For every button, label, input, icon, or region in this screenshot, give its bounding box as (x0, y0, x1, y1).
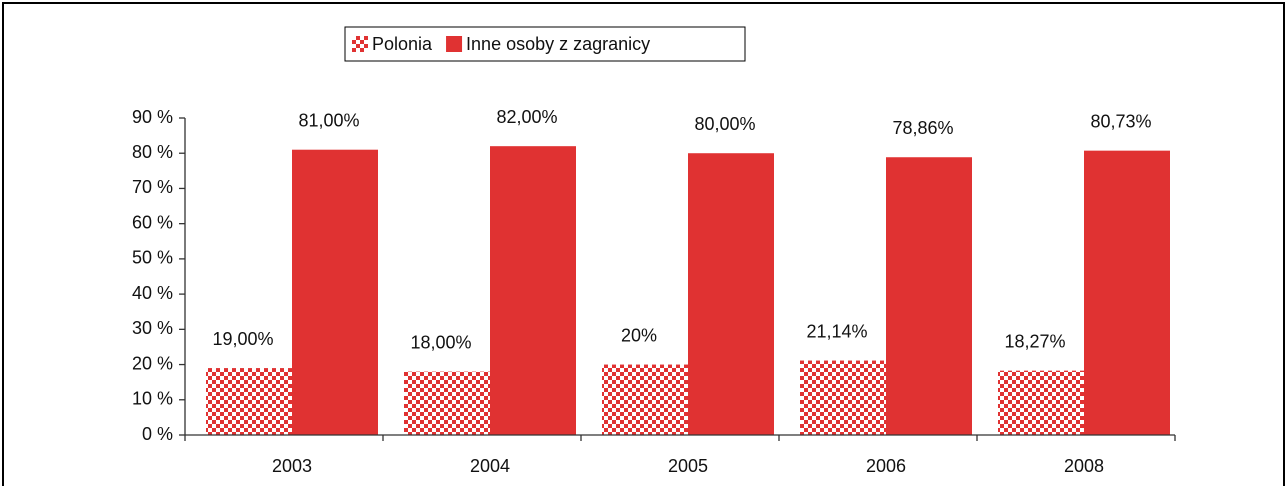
bar (688, 153, 774, 435)
bar (490, 146, 576, 435)
value-label: 82,00% (496, 107, 557, 127)
bar (206, 368, 292, 435)
bar (602, 364, 688, 435)
value-label: 80,73% (1090, 111, 1151, 131)
x-tick-label: 2006 (866, 456, 906, 476)
value-label: 19,00% (212, 329, 273, 349)
value-label: 81,00% (298, 110, 359, 130)
y-tick-label: 90 % (132, 107, 173, 127)
bar (998, 370, 1084, 435)
value-label: 20% (621, 325, 657, 345)
y-tick-label: 50 % (132, 248, 173, 268)
x-tick-label: 2004 (470, 456, 510, 476)
y-tick-label: 80 % (132, 142, 173, 162)
value-label: 18,27% (1004, 331, 1065, 351)
y-tick-label: 40 % (132, 283, 173, 303)
x-tick-label: 2008 (1064, 456, 1104, 476)
bar (404, 371, 490, 435)
value-label: 80,00% (694, 114, 755, 134)
x-tick-label: 2005 (668, 456, 708, 476)
legend-label: Polonia (372, 34, 433, 54)
value-label: 21,14% (806, 321, 867, 341)
bar (886, 157, 972, 435)
y-tick-label: 60 % (132, 212, 173, 232)
value-label: 78,86% (892, 118, 953, 138)
legend-box (344, 26, 746, 62)
bar (1084, 150, 1170, 435)
legend-label: Inne osoby z zagranicy (466, 34, 650, 54)
y-tick-label: 10 % (132, 389, 173, 409)
y-tick-label: 0 % (142, 424, 173, 444)
y-tick-label: 70 % (132, 177, 173, 197)
x-tick-label: 2003 (272, 456, 312, 476)
bar (292, 149, 378, 435)
y-tick-label: 20 % (132, 353, 173, 373)
legend-swatch (352, 36, 368, 52)
bar (800, 360, 886, 435)
legend-swatch (446, 36, 463, 52)
value-label: 18,00% (410, 332, 471, 352)
y-tick-label: 30 % (132, 318, 173, 338)
